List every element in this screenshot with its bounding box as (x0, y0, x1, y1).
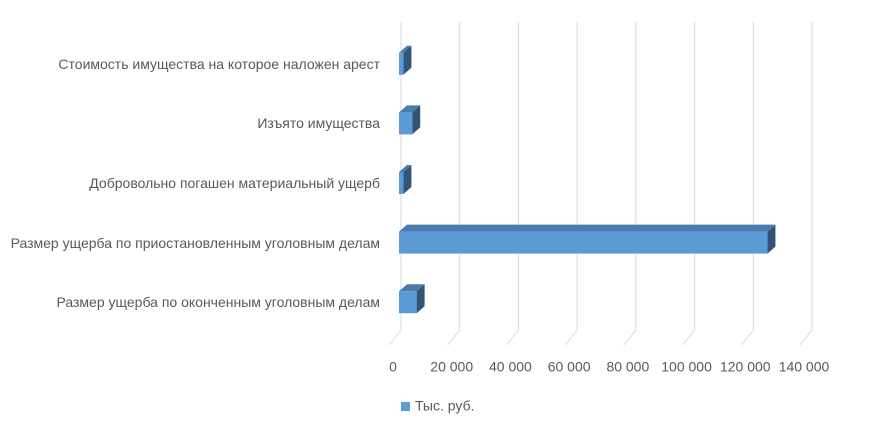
bar (399, 172, 404, 194)
x-tick-label: 120 000 (720, 359, 771, 375)
bar (399, 291, 417, 314)
x-tick-label: 0 (389, 359, 397, 375)
bar-side (412, 105, 421, 135)
grid-line (506, 22, 519, 346)
grid-line (740, 22, 754, 346)
bar-top (399, 45, 412, 53)
bar-top (399, 105, 421, 113)
bar-top (399, 284, 425, 292)
grid-line (564, 22, 578, 346)
legend-label: Тыс. руб. (415, 398, 474, 414)
bar-top (399, 165, 412, 172)
bar-side (403, 45, 412, 75)
category-label: Добровольно погашен материальный ущерб (89, 175, 380, 191)
bar (399, 231, 768, 254)
x-tick-label: 20 000 (430, 359, 473, 375)
bar-side (416, 284, 425, 314)
category-label: Размер ущерба по приостановленным уголов… (10, 234, 380, 251)
bar-side (767, 224, 776, 254)
bar (399, 52, 404, 75)
bar-side (403, 165, 412, 194)
x-tick-label: 80 000 (606, 359, 649, 375)
grid-line (623, 22, 637, 346)
grid-line (799, 22, 813, 346)
grid-line (447, 22, 461, 346)
bar-top (399, 224, 776, 232)
x-tick-label: 100 000 (661, 359, 712, 375)
grid-line (682, 22, 696, 346)
category-label: Стоимость имущества на которое наложен а… (58, 55, 380, 72)
x-tick-label: 60 000 (548, 359, 591, 375)
bar (399, 112, 413, 135)
legend-swatch (401, 402, 410, 411)
category-label: Размер ущерба по оконченным уголовным де… (56, 294, 380, 311)
x-tick-label: 140 000 (779, 359, 830, 375)
x-tick-label: 40 000 (489, 359, 532, 375)
category-label: Изъято имущества (257, 115, 380, 132)
